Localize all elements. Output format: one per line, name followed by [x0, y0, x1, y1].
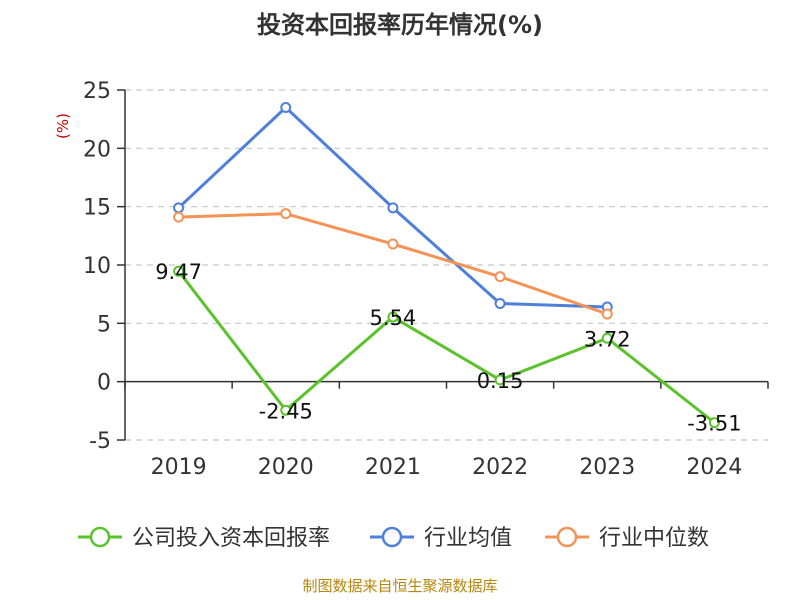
- x-tick-label: 2022: [472, 455, 528, 480]
- series-line-2: [178, 212, 608, 316]
- legend-label: 行业均值: [424, 526, 512, 551]
- y-tick-label: 15: [83, 196, 111, 221]
- data-point: [280, 208, 292, 220]
- data-point: [387, 202, 399, 214]
- series-line-0: [177, 270, 716, 424]
- data-point: [280, 102, 292, 113]
- data-point: [494, 374, 506, 386]
- data-point: [601, 308, 613, 320]
- x-tick-label: 2019: [151, 455, 207, 480]
- legend-swatch-marker: [89, 526, 111, 548]
- data-point: [173, 202, 185, 214]
- legend-swatch-marker: [556, 526, 578, 548]
- x-tick-label: 2020: [258, 455, 314, 480]
- x-tick-labels: 2019 2020 2021 2022 2023 2024: [151, 455, 743, 480]
- series-lines: [173, 102, 720, 429]
- y-tick-label: -5: [89, 429, 111, 454]
- data-point: [387, 311, 399, 323]
- y-tick-label: 0: [97, 371, 111, 396]
- grid-lines: [125, 89, 768, 441]
- data-label: 0.15: [477, 369, 524, 393]
- data-point: [494, 271, 506, 283]
- source-note: 制图数据来自恒生聚源数据库: [302, 577, 497, 595]
- data-point: [601, 332, 613, 344]
- y-tick-label: 20: [83, 137, 111, 162]
- x-tick-label: 2023: [579, 455, 635, 480]
- data-point: [173, 265, 185, 277]
- y-axis-label: (%): [54, 113, 72, 139]
- legend-label: 公司投入资本回报率: [132, 526, 330, 551]
- legend-swatch-marker: [381, 526, 403, 548]
- data-label: 3.72: [584, 327, 631, 351]
- data-label: -2.45: [259, 399, 313, 423]
- x-tick-label: 2021: [365, 455, 421, 480]
- data-label: 9.47: [155, 260, 202, 284]
- data-point: [280, 404, 292, 416]
- chart-title: 投资本回报率历年情况(%): [257, 11, 543, 39]
- data-point: [708, 417, 720, 429]
- data-point: [387, 238, 399, 250]
- data-point: [494, 298, 506, 309]
- data-label: 5.54: [370, 306, 417, 330]
- y-tick-labels: 25 20 15 10 5 0 -5: [83, 79, 111, 454]
- legend-label: 行业中位数: [599, 526, 709, 551]
- y-tick-label: 10: [83, 254, 111, 279]
- y-tick-label: 5: [97, 312, 111, 337]
- data-point: [173, 211, 185, 223]
- legend: 公司投入资本回报率 行业均值 行业中位数: [78, 526, 709, 551]
- data-label: -3.51: [687, 412, 741, 436]
- x-tick-label: 2024: [686, 455, 742, 480]
- data-labels: 9.47 -2.45 5.54 0.15 3.72 -3.51: [155, 260, 741, 435]
- y-tick-label: 25: [83, 79, 111, 104]
